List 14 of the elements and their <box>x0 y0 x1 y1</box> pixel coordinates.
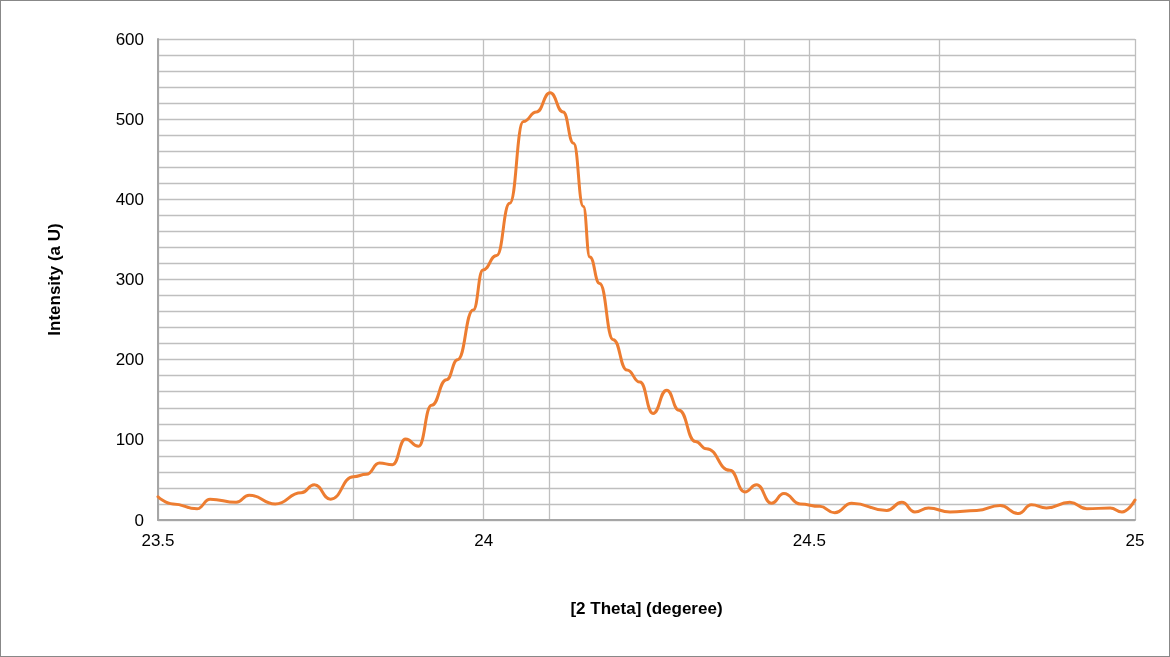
x-axis-title: [2 Theta] (degeree) <box>570 599 723 618</box>
y-axis-title: Intensity (a U) <box>45 223 64 336</box>
y-tick-label: 500 <box>115 109 144 129</box>
line-series <box>156 91 1137 516</box>
y-tick-label: 100 <box>115 430 144 450</box>
x-tick-label: 23.5 <box>141 531 175 550</box>
x-tick-label: 24.5 <box>792 531 826 550</box>
y-tick-label: 600 <box>115 29 144 49</box>
y-tick-label: 0 <box>134 510 144 530</box>
y-tick-label: 300 <box>115 270 144 289</box>
x-tick-label: 24 <box>474 531 494 550</box>
y-tick-label: 200 <box>115 350 144 370</box>
y-tick-label: 400 <box>115 189 144 209</box>
x-tick-label: 25 <box>1125 531 1145 550</box>
